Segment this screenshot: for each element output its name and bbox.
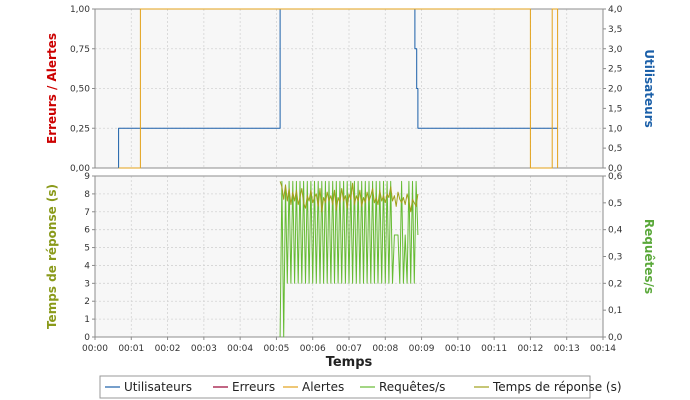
y2-tick-label: 4,0 <box>608 5 623 15</box>
legend: Utilisateurs Erreurs Alertes Requêtes/s Temp… <box>99 375 622 399</box>
y2-tick-label: 0,1 <box>608 306 622 316</box>
y2-tick-label: 0,0 <box>608 333 623 343</box>
y-tick-label: 4 <box>84 261 90 271</box>
series-line-alertes <box>118 8 559 169</box>
legend-item: Utilisateurs <box>105 380 192 394</box>
x-tick-label: 00:00 <box>82 344 108 354</box>
y2-axis-title: Utilisateurs <box>642 49 656 128</box>
y2-tick-label: 3,5 <box>608 25 622 35</box>
y2-axis-title: Requêtes/s <box>642 219 656 294</box>
legend-label: Temps de réponse (s) <box>492 380 622 394</box>
series-line-temps-de-r-ponse-s- <box>279 181 419 213</box>
x-tick-label: 00:01 <box>118 344 144 354</box>
y2-tick-label: 0,5 <box>608 199 622 209</box>
x-tick-label: 00:04 <box>227 344 253 354</box>
y-tick-label: 5 <box>84 244 90 254</box>
y-tick-label: 3 <box>84 279 90 289</box>
series-line-utilisateurs <box>118 8 558 168</box>
legend-item: Erreurs <box>213 380 275 394</box>
y-tick-label: 0,50 <box>70 85 90 95</box>
x-tick-label: 00:02 <box>155 344 181 354</box>
y-tick-label: 7 <box>84 208 90 218</box>
legend-label: Utilisateurs <box>124 380 192 394</box>
y2-tick-label: 2,5 <box>608 65 622 75</box>
y2-tick-label: 0,4 <box>608 226 623 236</box>
legend-item: Requêtes/s <box>360 380 445 394</box>
legend-item: Temps de réponse (s) <box>474 380 622 394</box>
y-tick-label: 1,00 <box>70 5 90 15</box>
y-tick-label: 6 <box>84 226 90 236</box>
x-tick-label: 00:05 <box>263 344 289 354</box>
legend-label: Alertes <box>302 380 344 394</box>
y-tick-label: 9 <box>84 172 90 182</box>
y2-tick-label: 0,6 <box>608 172 623 182</box>
legend-item: Alertes <box>283 380 344 394</box>
y2-tick-label: 0,3 <box>608 253 622 263</box>
x-tick-label: 00:11 <box>481 344 507 354</box>
x-tick-label: 00:10 <box>445 344 471 354</box>
y-tick-label: 0,00 <box>70 164 90 174</box>
y-tick-label: 2 <box>84 297 90 307</box>
x-tick-label: 00:03 <box>191 344 217 354</box>
y-tick-label: 1 <box>84 315 90 325</box>
x-tick-label: 00:08 <box>372 344 398 354</box>
y-tick-label: 0 <box>84 333 90 343</box>
x-tick-label: 00:09 <box>409 344 435 354</box>
y2-tick-label: 1,5 <box>608 104 622 114</box>
y-tick-label: 0,25 <box>70 124 90 134</box>
legend-label: Requêtes/s <box>379 380 445 394</box>
x-tick-label: 00:12 <box>517 344 543 354</box>
y2-tick-label: 2,0 <box>608 85 623 95</box>
x-axis-title: Temps <box>326 355 373 370</box>
legend-label: Erreurs <box>232 380 275 394</box>
x-tick-label: 00:07 <box>336 344 362 354</box>
y2-tick-label: 1,0 <box>608 124 623 134</box>
x-tick-label: 00:14 <box>590 344 616 354</box>
y-tick-label: 0,75 <box>70 45 90 55</box>
y2-tick-label: 0,0 <box>608 164 623 174</box>
x-tick-label: 00:06 <box>300 344 326 354</box>
y2-tick-label: 0,2 <box>608 279 622 289</box>
legend-box <box>99 375 591 399</box>
y-axis-title: Erreurs / Alertes <box>45 33 59 144</box>
y-tick-label: 8 <box>84 190 90 200</box>
x-tick-label: 00:13 <box>554 344 580 354</box>
series-line-requ-tes-s <box>279 180 419 338</box>
y-axis-title: Temps de réponse (s) <box>45 184 59 329</box>
y2-tick-label: 0,5 <box>608 144 622 154</box>
y2-tick-label: 3,0 <box>608 45 623 55</box>
